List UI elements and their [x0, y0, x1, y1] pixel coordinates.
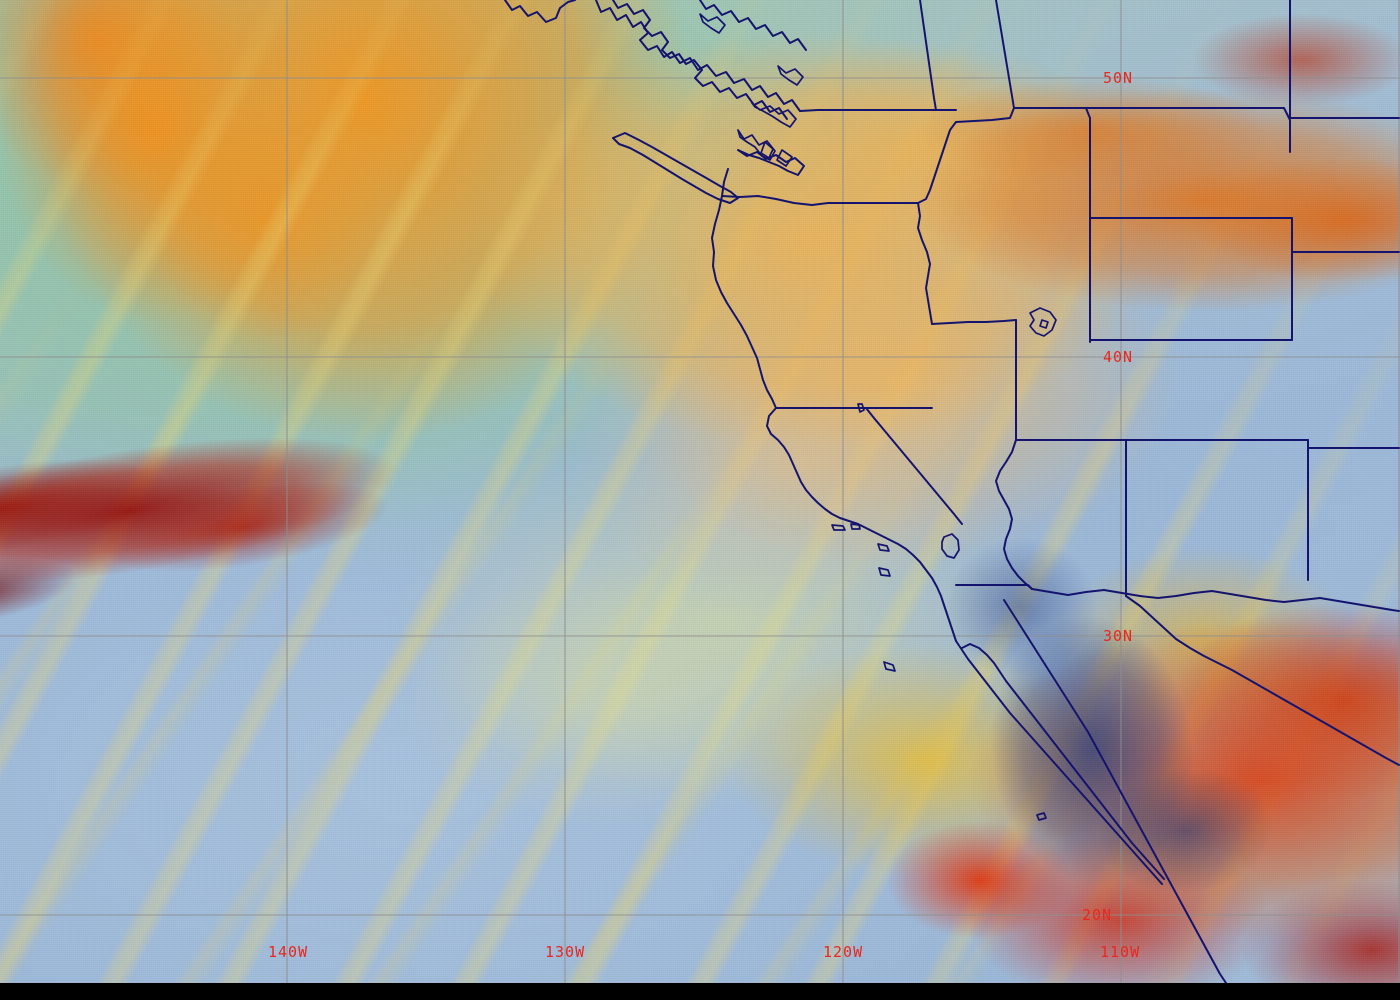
label-110w: 110W: [1100, 943, 1140, 961]
label-20n: 20N: [1082, 906, 1112, 924]
canada-borders: [799, 0, 1291, 119]
coastline-pacific-northwest: [504, 0, 807, 204]
graticule-labels: 140W 130W 120W 110W 50N 40N 30N 20N: [268, 69, 1140, 961]
label-130w: 130W: [545, 943, 585, 961]
state-borders: [721, 0, 1400, 766]
label-140w: 140W: [268, 943, 308, 961]
caption-bar: GOES-18 RGB DAY:R=C2 G=C7-14 B=C14 NIGHT…: [0, 983, 1400, 1000]
label-40n: 40N: [1103, 348, 1133, 366]
coastline-us-west: [711, 168, 957, 672]
label-50n: 50N: [1103, 69, 1133, 87]
coastline-baja-california: [955, 599, 1227, 984]
label-120w: 120W: [823, 943, 863, 961]
label-30n: 30N: [1103, 627, 1133, 645]
